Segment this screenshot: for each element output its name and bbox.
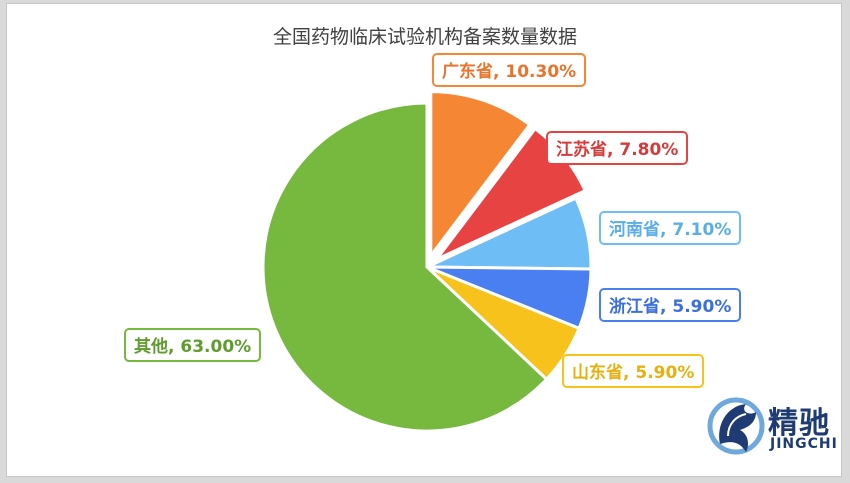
- chart-title: 全国药物临床试验机构备案数量数据: [272, 26, 577, 48]
- data-label-text-2: 河南省, 7.10%: [609, 219, 731, 240]
- data-label-5: 其他, 63.00%: [124, 328, 261, 362]
- horse-emblem-icon: [707, 397, 765, 455]
- chart-card: 全国药物临床试验机构备案数量数据 广东省, 10.30% 江苏省, 7.80% 河南…: [6, 3, 842, 477]
- data-label-text-4: 山东省, 5.90%: [572, 362, 694, 383]
- data-label-box-2: [599, 211, 741, 245]
- pie-chart: 广东省, 10.30% 江苏省, 7.80% 河南省, 7.10% 浙江省, 5.90…: [124, 53, 741, 433]
- data-label-4: 山东省, 5.90%: [562, 354, 704, 388]
- data-label-text-0: 广东省, 10.30%: [442, 61, 576, 82]
- pie-slice-0: [429, 90, 532, 261]
- data-label-3: 浙江省, 5.90%: [599, 288, 741, 322]
- data-label-box-1: [546, 131, 688, 165]
- data-label-1: 江苏省, 7.80%: [546, 131, 688, 165]
- data-label-text-1: 江苏省, 7.80%: [556, 139, 678, 160]
- pie-slice-5: [261, 101, 549, 433]
- data-label-box-0: [432, 53, 586, 87]
- data-label-box-4: [562, 354, 704, 388]
- data-label-box-3: [599, 288, 741, 322]
- data-label-text-5: 其他, 63.00%: [134, 336, 251, 357]
- logo-pinyin: JINGCHI: [770, 436, 838, 452]
- data-label-0: 广东省, 10.30%: [432, 53, 586, 87]
- jingchi-logo: 精驰 JINGCHI: [706, 392, 846, 464]
- data-label-2: 河南省, 7.10%: [599, 211, 741, 245]
- data-label-text-3: 浙江省, 5.90%: [609, 296, 731, 317]
- logo-name: 精驰: [768, 406, 830, 441]
- data-label-box-5: [124, 328, 261, 362]
